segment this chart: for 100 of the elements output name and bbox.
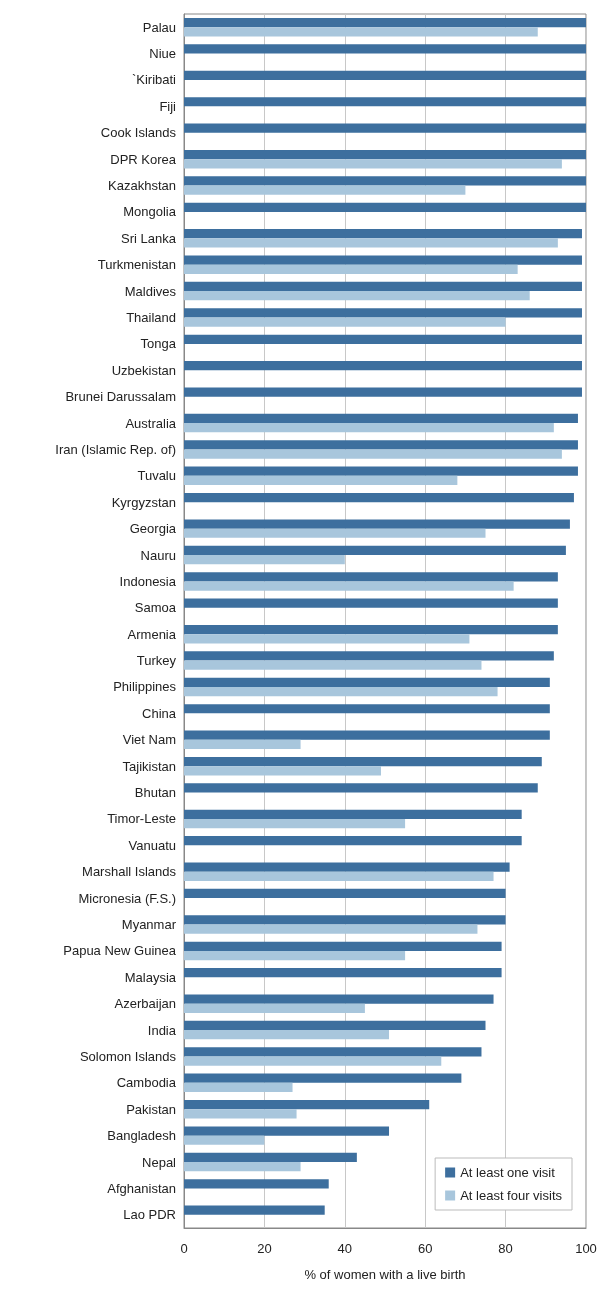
- y-tick-label: Cambodia: [116, 1075, 177, 1091]
- legend-label: At least one visit: [460, 1165, 556, 1180]
- bar: [184, 1126, 390, 1136]
- bar: [184, 70, 586, 80]
- y-tick-label: Niue: [149, 46, 176, 62]
- bar: [184, 466, 578, 476]
- y-tick-label: India: [147, 1022, 177, 1038]
- y-tick-label: Turkey: [136, 653, 177, 669]
- y-tick-label: Sri Lanka: [121, 230, 177, 246]
- bar: [184, 572, 558, 582]
- bar: [184, 783, 538, 793]
- x-tick-label: 0: [180, 1241, 188, 1256]
- bar: [184, 704, 550, 714]
- y-tick-label: Papua New Guinea: [63, 943, 177, 959]
- y-tick-label: Viet Nam: [122, 732, 176, 748]
- bar: [184, 149, 586, 160]
- bar: [184, 423, 554, 433]
- y-tick-label: Vanuatu: [128, 837, 176, 853]
- bar: [184, 766, 381, 776]
- y-tick-label: Tajikistan: [122, 758, 176, 774]
- y-tick-label: Uzbekistan: [111, 362, 176, 378]
- bar: [184, 176, 586, 186]
- y-tick-label: Pakistan: [126, 1101, 176, 1117]
- bar: [184, 739, 301, 749]
- y-tick-label: Brunei Darussalam: [65, 389, 176, 405]
- y-tick-label: Solomon Islands: [79, 1048, 177, 1064]
- bar: [184, 624, 558, 635]
- bar: [184, 888, 506, 899]
- y-tick-label: Azerbaijan: [114, 996, 176, 1012]
- bar: [184, 871, 494, 881]
- x-tick-label: 40: [337, 1241, 353, 1256]
- bar: [184, 862, 510, 872]
- bar: [184, 950, 406, 961]
- y-tick-label: Bhutan: [134, 785, 176, 801]
- x-tick-label: 20: [257, 1241, 272, 1256]
- bar: [184, 493, 574, 503]
- bar: [184, 202, 586, 212]
- y-tick-label: Palau: [142, 19, 176, 35]
- bar: [184, 756, 542, 767]
- bar: [184, 97, 586, 107]
- y-tick-label: Fiji: [159, 98, 177, 114]
- y-tick-label: Malaysia: [124, 969, 177, 985]
- bar: [184, 730, 550, 740]
- bar: [184, 651, 554, 661]
- bar: [184, 598, 558, 608]
- bar: [184, 1082, 293, 1093]
- y-tick-label: Mongolia: [123, 204, 177, 220]
- bar: [184, 413, 578, 424]
- bar: [184, 1020, 486, 1031]
- x-axis-title: % of women with a live birth: [304, 1267, 466, 1282]
- bar: [184, 545, 566, 556]
- bar: [184, 238, 558, 248]
- y-tick-label: Armenia: [127, 626, 177, 642]
- y-tick-label: Tonga: [140, 336, 177, 352]
- bar: [184, 449, 562, 459]
- bar: [184, 994, 494, 1004]
- x-tick-label: 60: [417, 1241, 433, 1256]
- y-tick-label: Samoa: [134, 600, 177, 616]
- y-tick-label: Lao PDR: [123, 1207, 176, 1223]
- y-tick-label: Kazakhstan: [108, 178, 176, 194]
- bar: [184, 1205, 325, 1215]
- y-tick-label: Georgia: [129, 521, 177, 537]
- y-tick-label: Myanmar: [121, 917, 177, 932]
- y-tick-label: Tuvalu: [137, 468, 176, 484]
- y-tick-label: Marshall Islands: [82, 864, 177, 880]
- y-tick-label: Micronesia (F.S.): [78, 890, 176, 906]
- y-tick-label: Afghanistan: [107, 1180, 176, 1196]
- bar: [184, 308, 582, 318]
- bar: [184, 44, 586, 54]
- bar: [184, 555, 345, 565]
- bar: [184, 1135, 265, 1145]
- y-tick-label: Australia: [125, 415, 177, 431]
- y-tick-label: Timor-Leste: [107, 811, 176, 827]
- bar: [184, 475, 458, 486]
- y-tick-label: Maldives: [124, 283, 177, 299]
- y-tick-label: Thailand: [126, 310, 176, 325]
- bar: [184, 1152, 357, 1163]
- bar: [184, 440, 578, 450]
- bar: [184, 634, 470, 644]
- y-tick-label: China: [142, 705, 177, 721]
- bar: [184, 361, 582, 371]
- bar: [184, 968, 502, 978]
- y-tick-label: Philippines: [113, 679, 177, 695]
- bar: [184, 317, 506, 327]
- bar: [184, 677, 550, 687]
- bar: [184, 1179, 329, 1189]
- y-tick-label: DPR Korea: [110, 151, 177, 167]
- bar: [184, 1056, 442, 1066]
- x-tick-label: 100: [575, 1241, 597, 1256]
- bar: [184, 924, 478, 934]
- bar: [184, 281, 582, 292]
- bar: [184, 1030, 390, 1040]
- y-tick-label: Bangladesh: [107, 1128, 176, 1144]
- bar: [184, 1047, 482, 1057]
- bar: [184, 1003, 365, 1013]
- bar: [184, 818, 406, 829]
- bar: [184, 660, 482, 670]
- bar: [184, 334, 582, 344]
- bar: [184, 17, 586, 28]
- bar: [184, 264, 518, 274]
